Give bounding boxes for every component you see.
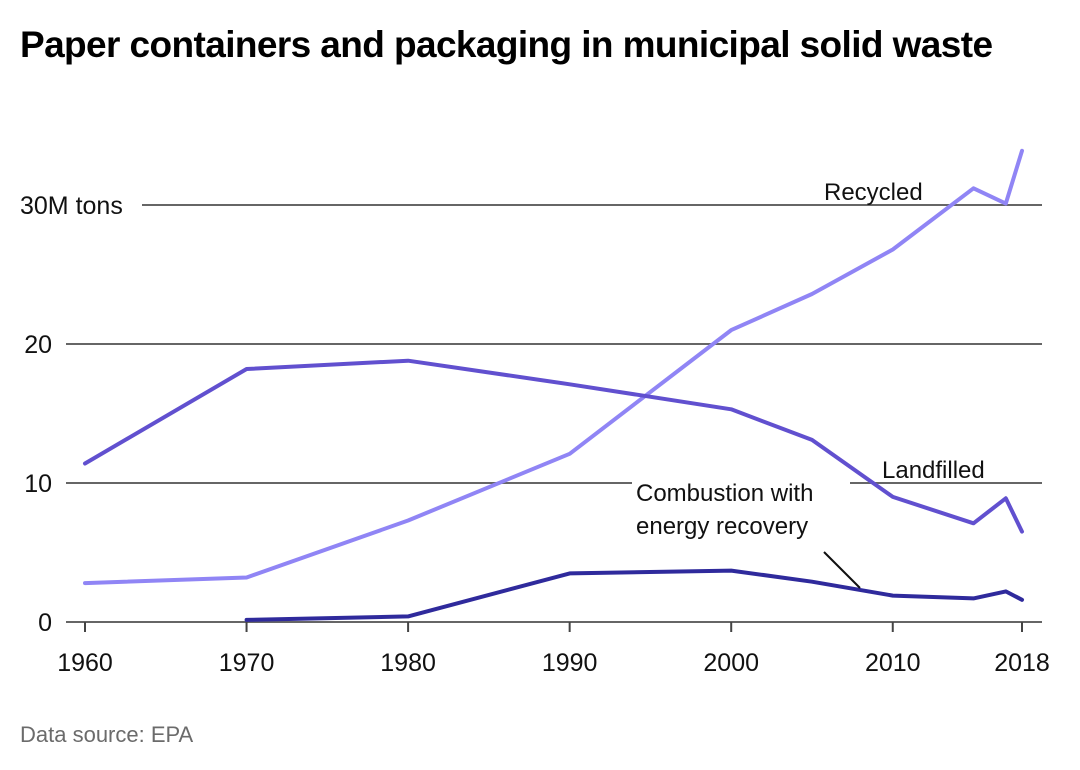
y-tick-label: 10 xyxy=(24,470,52,498)
x-tick-label: 1960 xyxy=(57,649,113,677)
y-tick-label: 30M tons xyxy=(20,192,123,220)
y-tick-label: 20 xyxy=(24,331,52,359)
x-tick-label: 2018 xyxy=(994,649,1050,677)
x-tick-label: 1970 xyxy=(219,649,275,677)
x-tick-label: 2000 xyxy=(703,649,759,677)
series-labels: Recycled Landfilled Combustion with energy … xyxy=(632,179,985,589)
label-leader-line xyxy=(823,551,861,589)
x-tick-label: 1980 xyxy=(380,649,436,677)
series-lines xyxy=(83,148,1024,622)
x-tick-label: 2010 xyxy=(865,649,921,677)
label-backdrop xyxy=(632,480,850,492)
label-landfilled: Landfilled xyxy=(882,457,985,484)
series-line-recycled xyxy=(83,148,1024,586)
x-axis: 1960 1970 1980 1990 2000 2010 2018 xyxy=(57,622,1050,677)
chart-title: Paper containers and packaging in munici… xyxy=(20,24,993,65)
series-line-landfilled xyxy=(83,358,1024,534)
x-tick-label: 1990 xyxy=(542,649,598,677)
label-combustion-line: energy recovery xyxy=(636,513,808,540)
gridlines xyxy=(66,204,1042,623)
label-recycled: Recycled xyxy=(824,179,923,206)
label-combustion-line: Combustion with xyxy=(636,480,813,507)
series-line-combustion-with-energy-recovery xyxy=(244,568,1024,622)
y-tick-label: 0 xyxy=(38,609,52,637)
y-axis: 0 10 20 30M tons xyxy=(20,192,123,637)
data-source: Data source: EPA xyxy=(20,722,194,747)
